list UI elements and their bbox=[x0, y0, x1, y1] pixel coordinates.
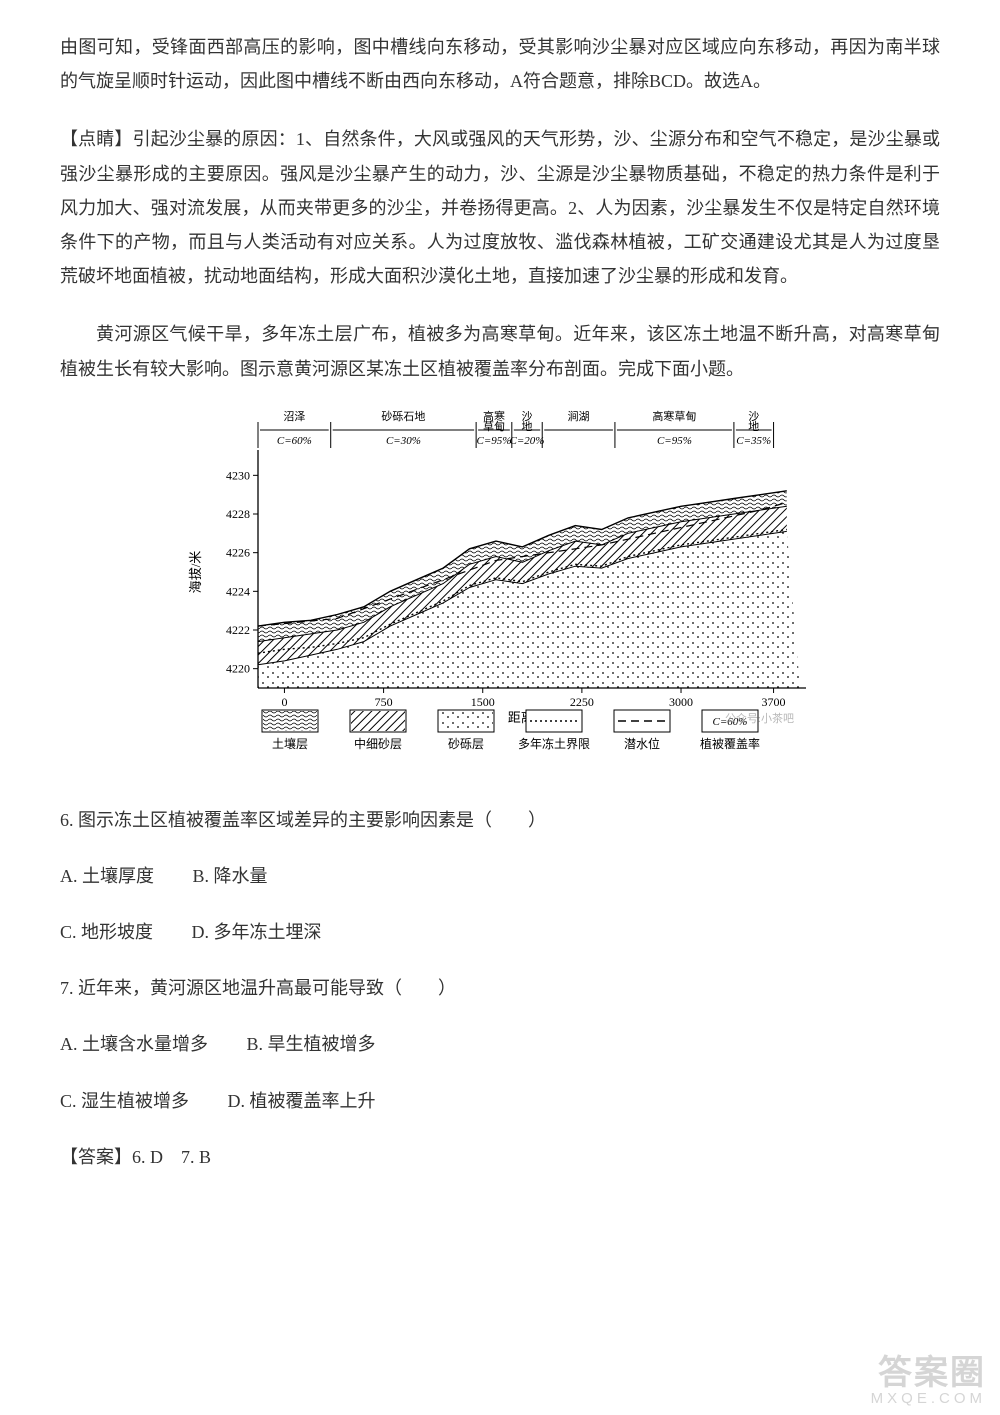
svg-text:4220: 4220 bbox=[226, 661, 250, 675]
paragraph-dianjing: 【点睛】引起沙尘暴的原因：1、自然条件，大风或强风的天气形势，沙、尘源分布和空气… bbox=[60, 122, 940, 293]
cross-section-figure: 4220 4222 4224 4226 4228 4230 0 750 1500 2250 3000… bbox=[180, 410, 820, 775]
watermark-line1: 答案圈 bbox=[871, 1356, 986, 1392]
paragraph-stem-intro: 黄河源区气候干旱，多年冻土层广布，植被多为高寒草甸。近年来，该区冻土地温不断升高… bbox=[60, 317, 940, 385]
paragraph-explanation-1: 由图可知，受锋面西部高压的影响，图中槽线向东移动，受其影响沙尘暴对应区域应向东移… bbox=[60, 30, 940, 98]
svg-text:4226: 4226 bbox=[226, 545, 250, 559]
question-7-options-row2: C. 湿生植被增多 D. 植被覆盖率上升 bbox=[60, 1084, 940, 1118]
svg-text:1500: 1500 bbox=[471, 695, 495, 709]
question-6-options-row2: C. 地形坡度 D. 多年冻土埋深 bbox=[60, 915, 940, 949]
svg-text:草甸: 草甸 bbox=[483, 420, 505, 433]
svg-text:多年冻土界限: 多年冻土界限 bbox=[518, 736, 590, 751]
question-7-stem: 7. 近年来，黄河源区地温升高最可能导致（ ） bbox=[60, 971, 940, 1005]
q7-option-b: B. 旱生植被增多 bbox=[247, 1027, 376, 1061]
svg-text:C=30%: C=30% bbox=[386, 435, 421, 447]
svg-text:C=20%: C=20% bbox=[510, 435, 545, 447]
q6-option-d: D. 多年冻土埋深 bbox=[192, 915, 322, 949]
svg-text:0: 0 bbox=[281, 695, 287, 709]
chart-svg: 4220 4222 4224 4226 4228 4230 0 750 1500 2250 3000… bbox=[180, 410, 820, 770]
svg-text:C=60%: C=60% bbox=[277, 435, 312, 447]
q7-option-a: A. 土壤含水量增多 bbox=[60, 1027, 208, 1061]
svg-text:C=35%: C=35% bbox=[736, 435, 771, 447]
svg-text:砂砾层: 砂砾层 bbox=[448, 737, 484, 751]
svg-text:4224: 4224 bbox=[226, 584, 250, 598]
svg-text:高寒草甸: 高寒草甸 bbox=[652, 410, 696, 423]
svg-text:土壤层: 土壤层 bbox=[272, 736, 308, 751]
svg-text:750: 750 bbox=[375, 695, 393, 709]
svg-text:地: 地 bbox=[748, 420, 759, 433]
question-7-options-row1: A. 土壤含水量增多 B. 旱生植被增多 bbox=[60, 1027, 940, 1061]
question-6-stem: 6. 图示冻土区植被覆盖率区域差异的主要影响因素是（ ） bbox=[60, 803, 940, 837]
svg-text:地: 地 bbox=[522, 420, 533, 433]
svg-text:C=95%: C=95% bbox=[657, 435, 692, 447]
svg-text:3700: 3700 bbox=[762, 695, 786, 709]
svg-text:C=95%: C=95% bbox=[476, 435, 511, 447]
svg-text:植被覆盖率: 植被覆盖率 bbox=[700, 736, 760, 751]
q6-option-b: B. 降水量 bbox=[193, 859, 268, 893]
svg-text:海拔/米: 海拔/米 bbox=[188, 550, 203, 593]
svg-text:中细砂层: 中细砂层 bbox=[354, 736, 402, 751]
watermark-line2: MXQE.COM bbox=[871, 1391, 986, 1407]
q7-option-c: C. 湿生植被增多 bbox=[60, 1084, 189, 1118]
watermark: 答案圈 MXQE.COM bbox=[871, 1356, 986, 1407]
svg-text:4222: 4222 bbox=[226, 623, 250, 637]
svg-text:4230: 4230 bbox=[226, 468, 250, 482]
question-6-options-row1: A. 土壤厚度 B. 降水量 bbox=[60, 859, 940, 893]
answer-line: 【答案】6. D 7. B bbox=[60, 1140, 940, 1174]
svg-text:涧湖: 涧湖 bbox=[568, 410, 590, 423]
svg-text:4228: 4228 bbox=[226, 507, 250, 521]
svg-text:公众号:小茶吧: 公众号:小茶吧 bbox=[725, 712, 794, 725]
q6-option-a: A. 土壤厚度 bbox=[60, 859, 154, 893]
svg-text:2250: 2250 bbox=[570, 695, 594, 709]
svg-text:砂砾石地: 砂砾石地 bbox=[381, 410, 425, 423]
svg-text:潜水位: 潜水位 bbox=[624, 736, 660, 751]
q6-option-c: C. 地形坡度 bbox=[60, 915, 153, 949]
svg-text:沼泽: 沼泽 bbox=[283, 410, 305, 423]
svg-text:3000: 3000 bbox=[669, 695, 693, 709]
q7-option-d: D. 植被覆盖率上升 bbox=[228, 1084, 376, 1118]
